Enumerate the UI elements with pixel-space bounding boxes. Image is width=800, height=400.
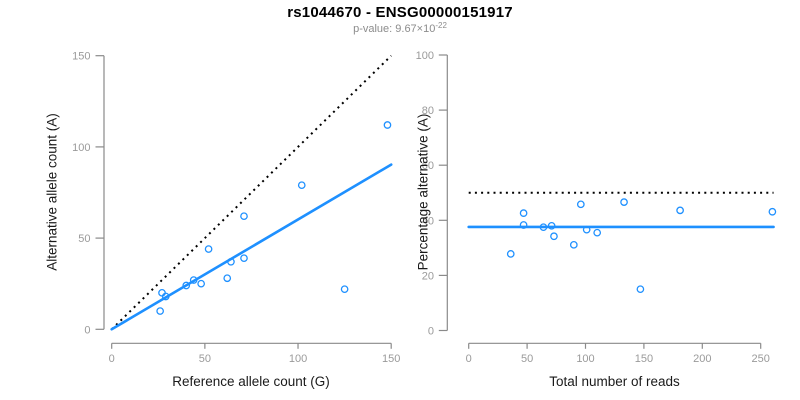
x-tick-label: 100 (576, 353, 594, 365)
data-point (582, 225, 591, 234)
pvalue-text: p-value: 9.67×10 (353, 23, 436, 35)
x-tick-label: 0 (466, 353, 472, 365)
x-tick-label: 100 (289, 353, 307, 365)
x-tick-label: 250 (752, 353, 770, 365)
y-tick-label: 20 (422, 270, 434, 282)
data-point (547, 221, 556, 230)
plot-title: rs1044670 - ENSG00000151917 (287, 4, 513, 21)
y-tick-label: 50 (78, 233, 90, 245)
x-tick-label: 150 (635, 353, 653, 365)
data-point (197, 279, 205, 288)
fit-line (110, 163, 393, 331)
data-point (204, 245, 213, 253)
data-point (227, 257, 235, 266)
data-point (223, 274, 232, 283)
data-point (620, 198, 628, 206)
data-point (240, 212, 248, 221)
x-tick-label: 150 (382, 353, 400, 365)
data-point (189, 276, 198, 284)
data-point (539, 223, 548, 232)
data-point (576, 200, 585, 209)
right-plot-yaxis-title: Percentage alternative (A) (415, 113, 431, 271)
data-point (383, 121, 392, 129)
data-point (156, 307, 164, 315)
y-tick-label: 0 (84, 324, 90, 336)
data-point (550, 232, 558, 241)
x-tick-label: 50 (199, 353, 211, 365)
identity-line (111, 54, 392, 331)
data-point (506, 250, 515, 258)
x-tick-label: 200 (693, 353, 711, 365)
data-point (158, 288, 166, 297)
y-tick-label: 100 (72, 142, 90, 154)
data-point (519, 221, 528, 229)
data-point (240, 254, 248, 263)
left-plot-yaxis-title: Alternative allele count (A) (44, 113, 60, 271)
data-point (161, 292, 170, 301)
data-point (569, 240, 578, 249)
data-point (182, 281, 191, 290)
data-point (340, 285, 349, 294)
x-tick-label: 50 (521, 353, 533, 365)
y-tick-label: 80 (422, 105, 434, 117)
data-point (297, 181, 306, 190)
right-plot-xaxis-title: Total number of reads (549, 374, 680, 389)
plot-subtitle: p-value: 9.67×10-22 (0, 21, 800, 35)
y-tick-label: 60 (422, 160, 434, 172)
y-tick-label: 0 (428, 326, 434, 338)
data-point (593, 228, 602, 237)
x-tick-label: 0 (109, 353, 115, 365)
y-tick-label: 40 (422, 215, 434, 227)
pvalue-exponent: -22 (435, 21, 447, 30)
data-point (519, 209, 528, 217)
data-point (768, 207, 777, 216)
y-tick-label: 150 (72, 51, 90, 63)
left-plot-xaxis-title: Reference allele count (G) (172, 374, 330, 389)
data-point (636, 285, 645, 294)
data-point (676, 206, 684, 215)
y-tick-label: 100 (416, 50, 434, 62)
